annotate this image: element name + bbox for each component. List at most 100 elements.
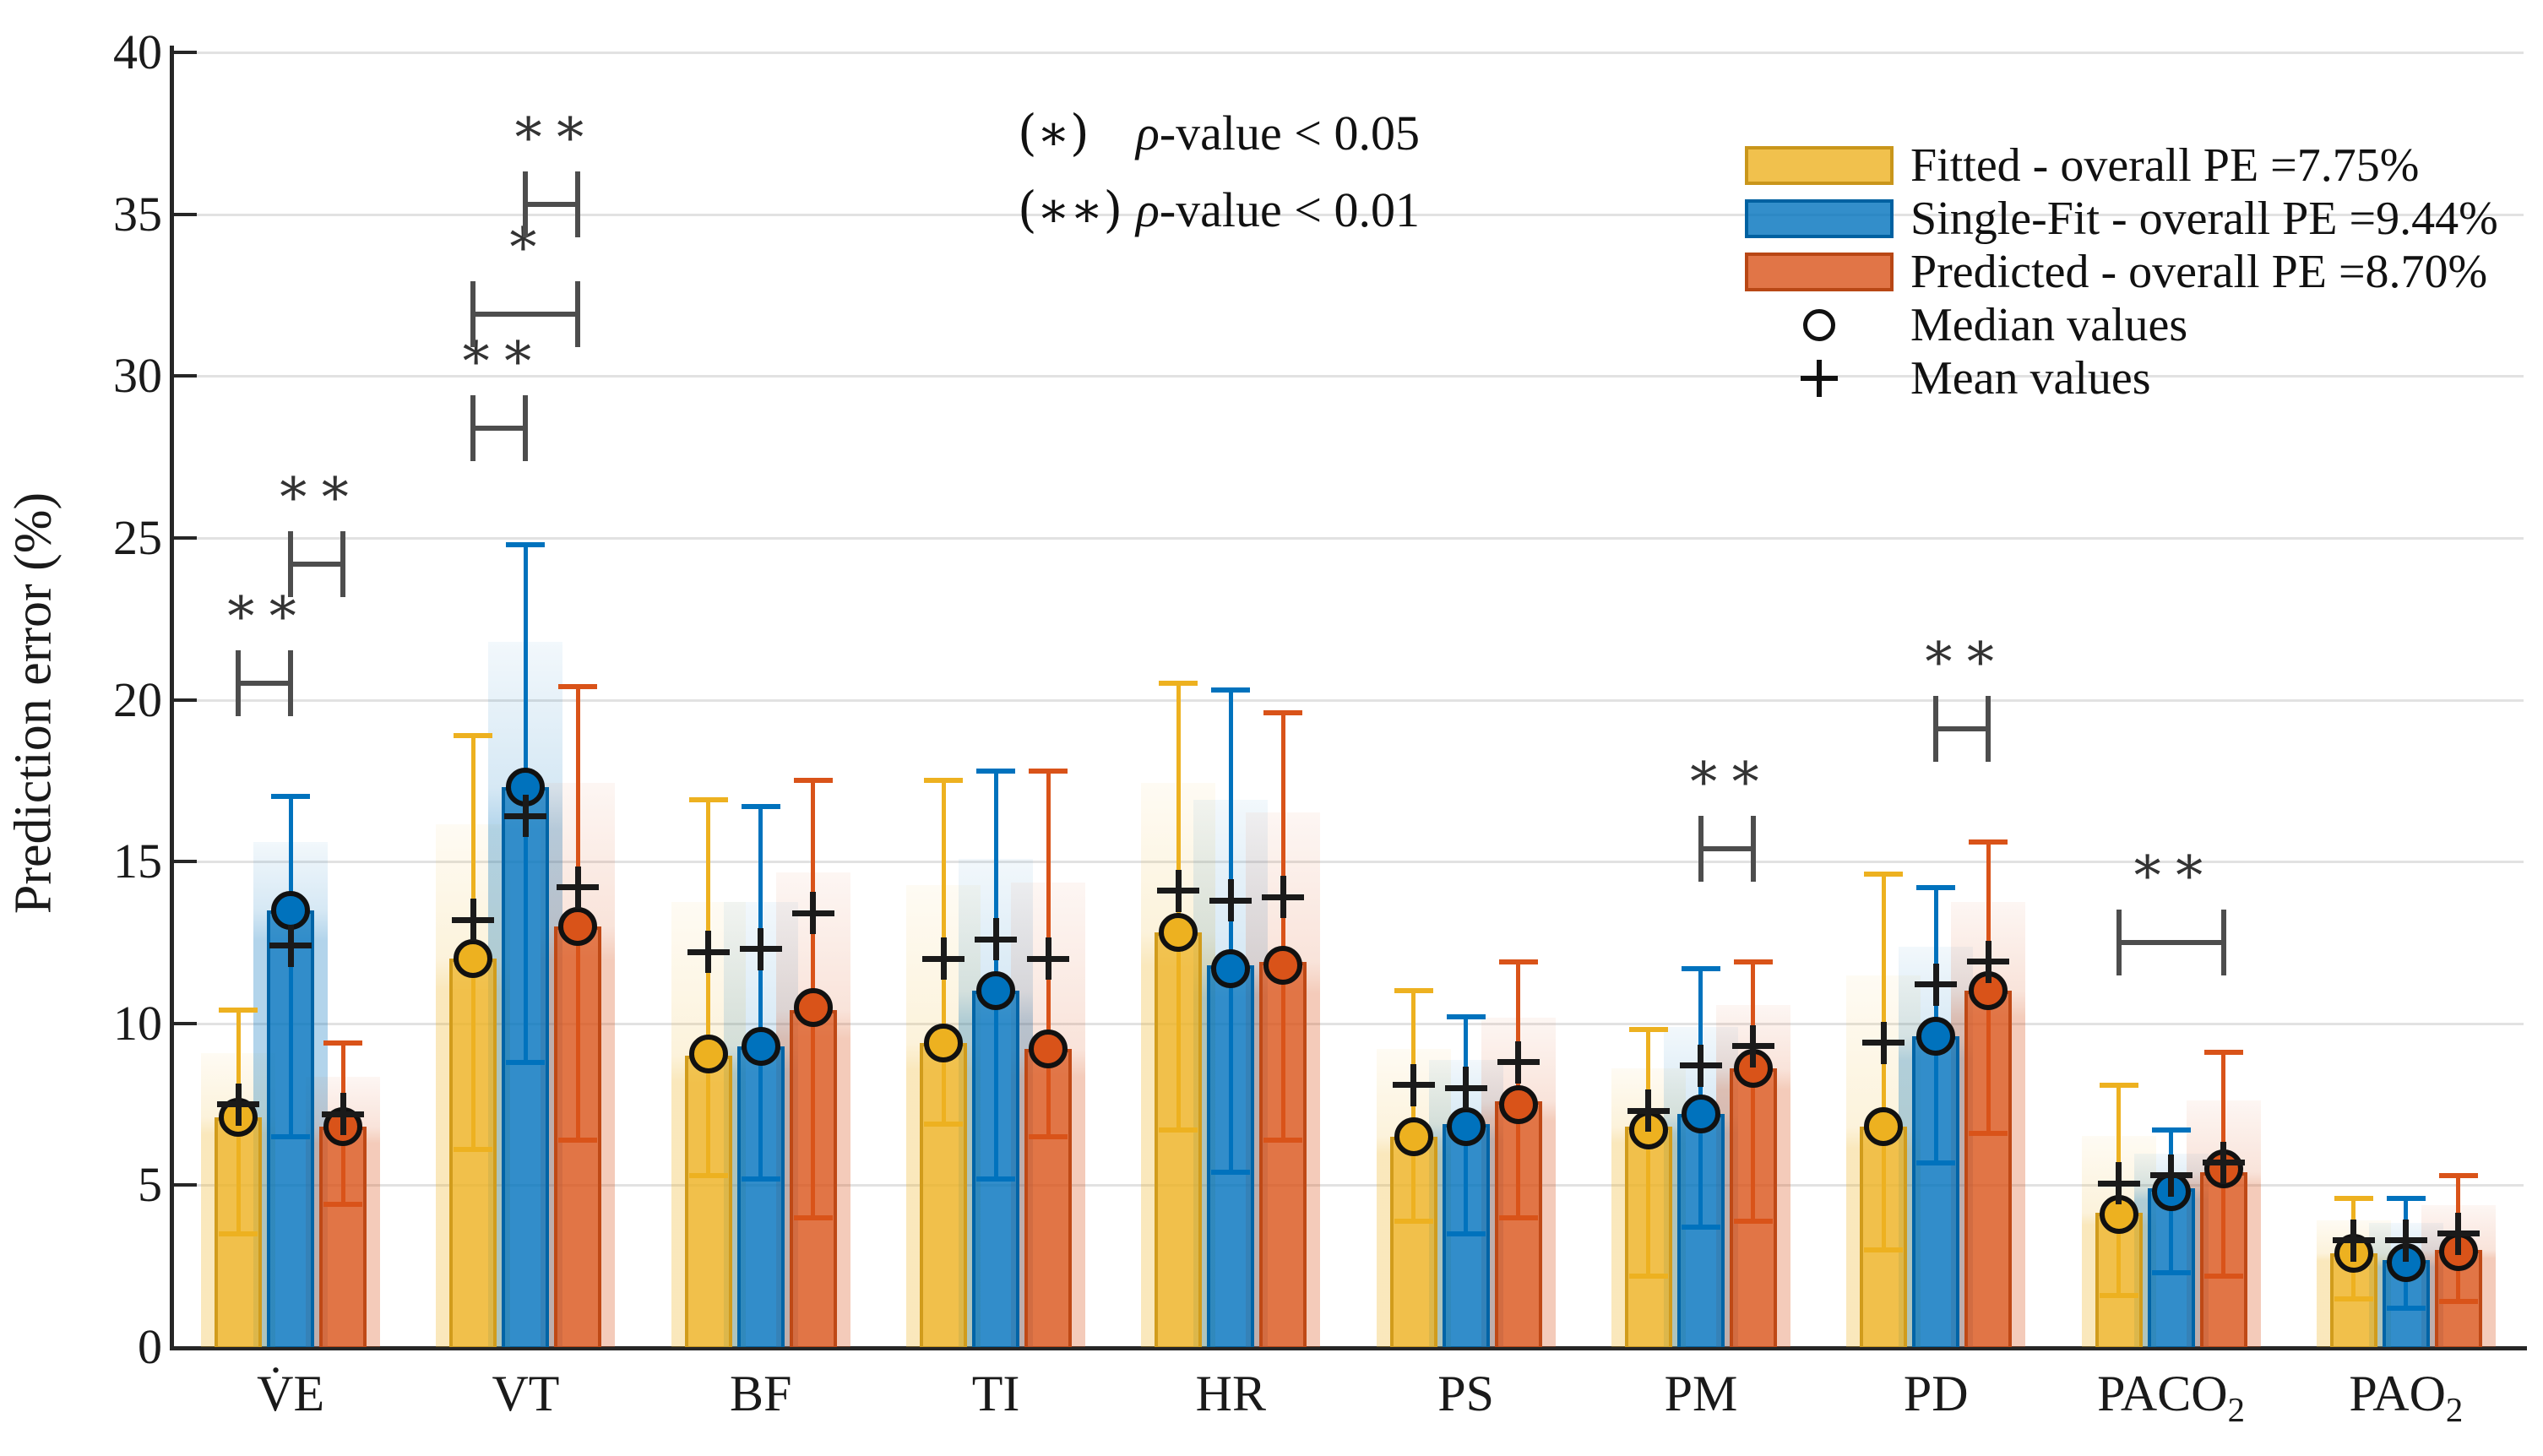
x-category-label: VT (492, 1366, 560, 1421)
fitted-swatch-icon (1745, 145, 1894, 185)
significance-stars: ∗∗ (509, 96, 594, 160)
significance-bracket-end (236, 650, 242, 717)
mean-marker (574, 866, 581, 909)
error-bar-line (1228, 690, 1233, 1173)
significance-stars: ∗∗ (1920, 620, 2004, 683)
significance-bracket-end (1933, 695, 1939, 762)
y-tick (173, 1183, 197, 1187)
median-marker (1263, 945, 1303, 985)
x-category-label: BF (730, 1366, 792, 1421)
y-tick-label: 10 (113, 995, 162, 1051)
mean-marker (1515, 1040, 1522, 1084)
error-bar-cap-bottom (2203, 1273, 2243, 1279)
error-bar-cap-top (1916, 884, 1956, 890)
y-tick (173, 860, 197, 864)
significance-stars: ∗∗ (274, 455, 359, 519)
x-category-label: PACO2 (2097, 1366, 2246, 1429)
error-bar-cap-top (688, 797, 728, 803)
error-bar-line (706, 800, 711, 1176)
gridline (173, 1184, 2524, 1187)
mean-marker (2116, 1162, 2122, 1205)
median-marker (1916, 1017, 1956, 1057)
bar (1024, 1049, 1073, 1347)
annotation-text: -value < 0.01 (1159, 182, 1420, 237)
mean-marker (2168, 1154, 2175, 1197)
significance-stars: ∗∗ (457, 319, 541, 383)
x-axis-line (170, 1346, 2527, 1350)
x-category-label: HR (1195, 1366, 1267, 1421)
error-bar-cap-top (1498, 959, 1538, 964)
error-bar-cap-bottom (688, 1172, 728, 1178)
error-bar-cap-top (793, 778, 833, 784)
error-bar-cap-top (454, 732, 493, 738)
error-bar-cap-bottom (1029, 1133, 1068, 1139)
x-category-label: TI (971, 1366, 1020, 1421)
error-bar-cap-top (924, 778, 964, 784)
y-tick-label: 20 (113, 671, 162, 727)
gridline (173, 861, 2524, 864)
y-tick (173, 535, 197, 540)
gridline (173, 213, 2524, 216)
error-bar-cap-bottom (976, 1176, 1016, 1182)
significance-bracket (1936, 725, 1989, 731)
error-bar-cap-bottom (2334, 1296, 2373, 1301)
mean-marker (1045, 937, 1051, 981)
significance-bracket-end (470, 281, 476, 348)
error-bar-cap-bottom (2099, 1292, 2138, 1298)
y-axis-label: Prediction error (%) (4, 492, 62, 915)
error-bar-cap-bottom (1681, 1225, 1720, 1231)
error-bar-cap-bottom (741, 1176, 780, 1182)
legend: Fitted - overall PE =7.75% Single-Fit - … (1745, 139, 2498, 405)
error-bar-cap-bottom (1733, 1218, 1773, 1224)
annotation-line: (∗∗) ρ-value < 0.01 (1018, 171, 1420, 248)
error-bar-line (758, 806, 763, 1179)
legend-row-fitted: Fitted - overall PE =7.75% (1745, 139, 2498, 192)
x-category-label: PD (1903, 1366, 1969, 1421)
predicted-swatch-icon (1745, 252, 1894, 291)
error-bar-cap-bottom (793, 1214, 833, 1220)
mean-marker (1750, 1024, 1757, 1068)
significance-bracket-end (575, 171, 581, 238)
legend-label: Mean values (1910, 351, 2151, 405)
legend-row-median: Median values (1745, 298, 2498, 351)
mean-marker (1280, 876, 1286, 919)
gridline (173, 1022, 2524, 1025)
y-tick (173, 212, 197, 216)
legend-row-singlefit: Single-Fit - overall PE =9.44% (1745, 192, 2498, 245)
mean-marker (2350, 1219, 2357, 1262)
error-bar-cap-top (271, 794, 311, 800)
mean-marker (1698, 1044, 1704, 1087)
median-marker (688, 1035, 728, 1074)
significance-bracket-end (1750, 815, 1756, 882)
error-bar-cap-bottom (2151, 1269, 2191, 1275)
significance-bracket-end (2116, 909, 2122, 975)
error-bar-cap-bottom (323, 1202, 363, 1208)
error-bar-cap-top (1733, 959, 1773, 964)
median-marker (924, 1023, 964, 1062)
x-category-label: PAO2 (2349, 1366, 2464, 1429)
x-category-label: PM (1664, 1366, 1738, 1421)
mean-marker (1463, 1067, 1470, 1110)
y-tick-label: 40 (113, 24, 162, 79)
error-bar-cap-top (1969, 839, 2008, 845)
error-bar-cap-top (1211, 687, 1251, 693)
error-bar-cap-bottom (924, 1121, 964, 1127)
error-bar-cap-bottom (1498, 1214, 1538, 1220)
median-marker (1446, 1107, 1486, 1147)
median-marker (1159, 913, 1198, 953)
error-bar-cap-top (2203, 1050, 2243, 1056)
significance-stars: ∗∗ (222, 575, 307, 638)
gridline (173, 698, 2524, 702)
mean-marker (287, 924, 294, 967)
error-bar-cap-bottom (1159, 1127, 1198, 1133)
error-bar-line (1646, 1030, 1651, 1276)
error-bar-cap-top (1029, 768, 1068, 774)
significance-bracket-end (523, 394, 529, 461)
gridline (173, 536, 2524, 540)
error-bar-cap-top (1446, 1014, 1486, 1020)
y-tick-label: 15 (113, 834, 162, 889)
mean-marker (522, 795, 529, 838)
error-bar-line (1280, 712, 1285, 1140)
rho-symbol: ρ (1136, 106, 1160, 160)
